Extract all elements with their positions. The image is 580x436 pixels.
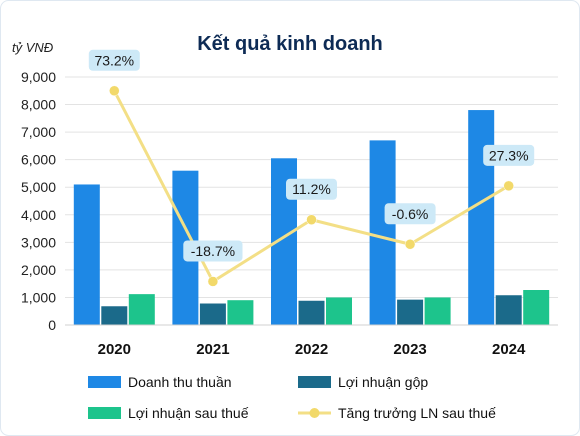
data-label-box [384, 203, 436, 225]
y-tick-label: 1,000 [21, 289, 56, 305]
data-label-box [286, 178, 337, 200]
data-label: -18.7% [191, 243, 235, 259]
bar-loi-nhuan-gop-2021 [199, 303, 226, 325]
x-tick-labels: 2020 2021 2022 2023 2024 [98, 341, 526, 358]
legend-swatch-marker [309, 408, 320, 418]
x-tick-label: 2021 [196, 341, 229, 358]
x-tick-label: 2020 [98, 341, 131, 358]
y-tick-label: 2,000 [21, 262, 56, 278]
data-label: 27.3% [489, 147, 529, 163]
legend-label: Tăng trưởng LN sau thuế [338, 405, 496, 421]
line-point-2023 [404, 239, 416, 250]
y-tick-label: 6,000 [21, 152, 56, 168]
data-label: -0.6% [392, 206, 429, 222]
y-tick-label: 9,000 [21, 69, 56, 85]
bar-doanh-thu-thuan-2020 [73, 184, 100, 325]
bar-loi-nhuan-sau-thue-2021 [227, 300, 254, 325]
bar-loi-nhuan-sau-thue-2020 [128, 294, 155, 325]
bar-doanh-thu-thuan-2023 [369, 140, 396, 325]
y-tick-label: 3,000 [21, 234, 56, 250]
bar-loi-nhuan-gop-2020 [101, 306, 128, 325]
line-point-2020 [109, 85, 120, 97]
legend-label: Lợi nhuận gộp [338, 374, 428, 390]
bar-loi-nhuan-sau-thue-2022 [326, 297, 352, 325]
y-tick-label: 4,000 [21, 207, 56, 223]
legend-swatch [88, 376, 121, 388]
y-tick-labels: 0 1,000 2,000 3,000 4,000 5,000 6,000 7,000 8,00… [21, 69, 56, 333]
data-label-box [183, 240, 243, 262]
legend: Doanh thu thuần Lợi nhuận gộp Lợi nhuận sa… [88, 374, 496, 421]
bar-loi-nhuan-gop-2023 [397, 299, 424, 325]
legend-label: Lợi nhuận sau thuế [128, 405, 249, 421]
line-point-2022 [306, 214, 317, 225]
y-tick-label: 8,000 [21, 97, 56, 113]
line-point-2021 [207, 276, 219, 287]
y-tick-label: 7,000 [21, 124, 56, 140]
data-label-box [88, 49, 140, 71]
bar-loi-nhuan-gop-2022 [298, 300, 325, 325]
bar-loi-nhuan-sau-thue-2023 [424, 297, 451, 325]
chart-title: Kết quả kinh doanh [197, 33, 383, 55]
data-label: 11.2% [292, 181, 331, 197]
legend-label: Doanh thu thuần [128, 374, 232, 390]
bar-loi-nhuan-sau-thue-2024 [523, 290, 550, 325]
x-tick-label: 2024 [492, 341, 526, 358]
x-tick-label: 2023 [393, 341, 426, 358]
bar-doanh-thu-thuan-2024 [468, 110, 495, 325]
line-point-2024 [503, 180, 514, 192]
bar-loi-nhuan-gop-2024 [495, 295, 522, 325]
data-label-box [483, 144, 535, 166]
legend-swatch [298, 376, 331, 388]
data-label: 73.2% [94, 52, 134, 68]
legend-swatch [88, 407, 121, 419]
y-axis-label: tỷ VNĐ [12, 40, 54, 55]
y-tick-label: 0 [48, 317, 56, 333]
x-tick-label: 2022 [295, 341, 328, 358]
growth-line: 73.2% -18.7% 11.2% -0.6% 27.3% [88, 49, 535, 287]
y-tick-label: 5,000 [21, 179, 56, 195]
